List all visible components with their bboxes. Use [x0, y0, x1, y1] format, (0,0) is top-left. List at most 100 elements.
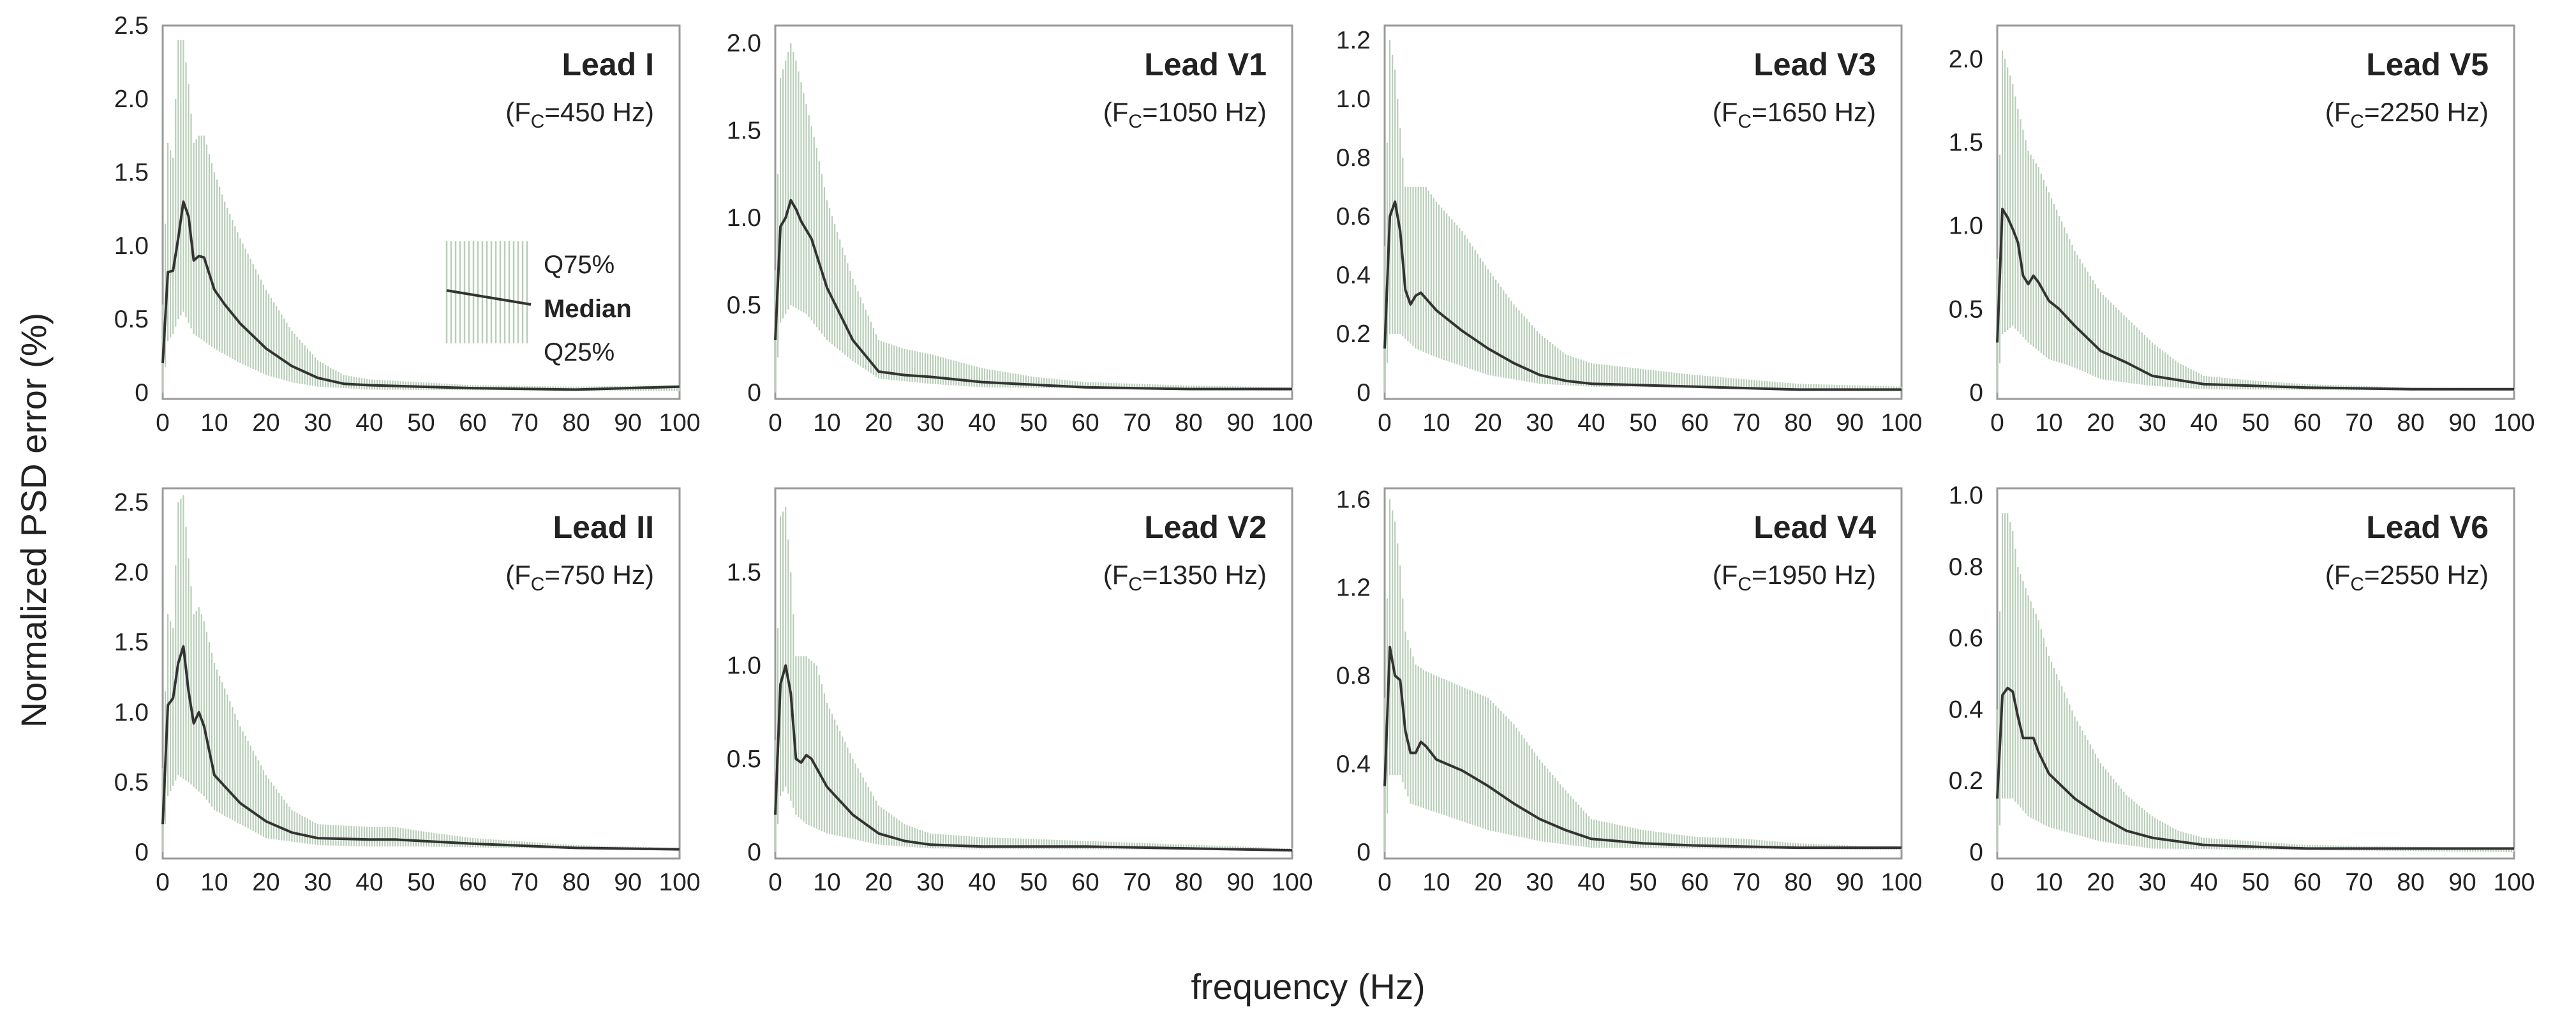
x-tick-label: 10	[2035, 869, 2062, 896]
x-tick-label: 60	[2293, 409, 2321, 437]
fc-subscript: C	[531, 574, 545, 595]
fc-subscript: C	[1128, 111, 1142, 132]
y-tick-label: 0.2	[1336, 320, 1371, 348]
y-tick-label: 0.5	[114, 769, 149, 796]
x-tick-label: 100	[659, 869, 700, 896]
plot-frame	[774, 487, 1293, 860]
y-tick-label: 2.0	[727, 29, 761, 57]
x-tick-label: 40	[1577, 869, 1605, 896]
fc-prefix: (F	[1713, 97, 1738, 127]
x-tick-label: 80	[1784, 409, 1812, 437]
y-tick-label: 0.6	[1949, 625, 1983, 652]
x-tick-label: 90	[614, 869, 641, 896]
panel-lead-v3: 0 0.2 0.4 0.6 0.8 1.0 1.2 0 10 20 30 40 50 60 70 80 90 10…	[1336, 24, 1923, 437]
x-tick-label: 60	[1681, 409, 1708, 437]
x-tick-label: 10	[813, 869, 840, 896]
x-tick-label: 60	[1681, 869, 1708, 896]
x-tick-label: 80	[1175, 869, 1202, 896]
plot-frame	[1383, 24, 1903, 400]
median-line	[1996, 686, 2514, 850]
y-tick-label: 0	[747, 379, 761, 407]
x-tick-label: 100	[1271, 869, 1313, 896]
x-tick-label: 40	[2190, 409, 2217, 437]
lead-title: Lead II	[553, 509, 654, 545]
x-tick-label: 20	[865, 869, 892, 896]
x-tick-label: 0	[1990, 869, 2004, 896]
y-tick-label: 2.0	[114, 559, 149, 587]
x-tick-label: 100	[1880, 409, 1922, 437]
plot-frame	[1383, 487, 1903, 860]
fc-value: =1950 Hz)	[1752, 560, 1876, 590]
y-tick-label: 1.5	[114, 159, 149, 186]
y-axis-title: Normalized PSD error (%)	[13, 313, 54, 728]
y-tick-label: 0.2	[1949, 767, 1983, 795]
x-tick-label: 60	[459, 409, 486, 437]
y-tick-label: 1.0	[727, 652, 761, 680]
cutoff-frequency: (FC=2550 Hz)	[2325, 560, 2489, 595]
fc-value: =2250 Hz)	[2364, 97, 2489, 127]
x-tick-label: 70	[1123, 869, 1150, 896]
panel-lead-v4: 0 0.4 0.8 1.2 1.6 0 10 20 30 40 50 60 70 80 90 100 Lead …	[1336, 486, 1923, 896]
cutoff-frequency: (FC=1950 Hz)	[1713, 560, 1876, 595]
y-tick-label: 2.5	[114, 489, 149, 516]
x-tick-label: 30	[916, 869, 944, 896]
y-tick-label: 1.5	[1949, 129, 1983, 156]
median-line	[774, 664, 1293, 852]
y-tick-label: 2.0	[114, 86, 149, 113]
y-tick-label: 0	[1357, 379, 1371, 407]
x-tick-label: 100	[1880, 869, 1922, 896]
x-tick-label: 70	[510, 409, 538, 437]
panel-lead-v2: 0 0.5 1.0 1.5 0 10 20 30 40 50 60 70 80 90 100 Lead V2 (…	[727, 487, 1313, 896]
x-tick-label: 0	[1378, 409, 1392, 437]
x-tick-label: 90	[1226, 869, 1254, 896]
y-tick-label: 1.2	[1336, 574, 1371, 601]
fc-subscript: C	[531, 111, 545, 132]
cutoff-frequency: (FC=2250 Hz)	[2325, 97, 2489, 132]
iqr-bars	[1383, 40, 1903, 393]
x-tick-label: 80	[562, 409, 590, 437]
y-tick-label: 1.0	[1949, 213, 1983, 240]
x-tick-label: 0	[768, 869, 782, 896]
x-tick-label: 30	[1526, 409, 1553, 437]
lead-title: Lead V1	[1144, 47, 1267, 82]
x-tick-label: 60	[1071, 869, 1099, 896]
x-tick-label: 20	[1474, 409, 1501, 437]
x-tick-label: 50	[1629, 409, 1657, 437]
legend-label-q25: Q25%	[544, 338, 614, 366]
x-tick-label: 80	[2397, 869, 2424, 896]
x-tick-label: 10	[200, 409, 228, 437]
x-tick-label: 80	[562, 869, 590, 896]
y-tick-label: 0.5	[114, 306, 149, 333]
lead-title: Lead V5	[2366, 47, 2489, 82]
x-tick-label: 30	[304, 409, 331, 437]
iqr-bars	[1383, 499, 1903, 852]
fc-subscript: C	[1738, 111, 1752, 132]
x-tick-label: 30	[2138, 869, 2166, 896]
cutoff-frequency: (FC=750 Hz)	[505, 560, 654, 595]
x-tick-label: 50	[1020, 869, 1047, 896]
fc-value: =750 Hz)	[544, 560, 654, 590]
panel-lead-v5: 0 0.5 1.0 1.5 2.0 0 10 20 30 40 50 60 70 80 90 100 Lead …	[1949, 24, 2535, 437]
y-tick-label: 0.8	[1336, 663, 1371, 690]
x-tick-label: 40	[968, 409, 995, 437]
legend: Q75% Median Q25%	[445, 241, 632, 366]
panels-group: 00.51.01.52.02.50 10 20 30 40 50 60 70 80 90 100Le…	[114, 12, 2535, 896]
lead-title: Lead V3	[1753, 47, 1876, 82]
fc-prefix: (F	[505, 560, 531, 590]
plot-frame	[1996, 487, 2515, 860]
x-tick-label: 10	[1422, 869, 1450, 896]
y-tick-label: 1.0	[1336, 86, 1371, 113]
y-tick-label: 0	[135, 839, 149, 866]
cutoff-frequency: (FC=1650 Hz)	[1713, 97, 1876, 132]
x-tick-label: 80	[2397, 409, 2424, 437]
y-tick-label: 0	[1357, 839, 1371, 866]
y-tick-label: 0	[1969, 379, 1983, 407]
x-axis-title: frequency (Hz)	[1191, 966, 1425, 1007]
y-tick-label: 1.0	[727, 204, 761, 232]
x-tick-label: 70	[510, 869, 538, 896]
fc-value: =1350 Hz)	[1142, 560, 1267, 590]
y-tick-label: 0.8	[1949, 553, 1983, 581]
fc-prefix: (F	[2325, 97, 2351, 127]
x-tick-label: 40	[1577, 409, 1605, 437]
lead-title: Lead V2	[1144, 509, 1267, 545]
